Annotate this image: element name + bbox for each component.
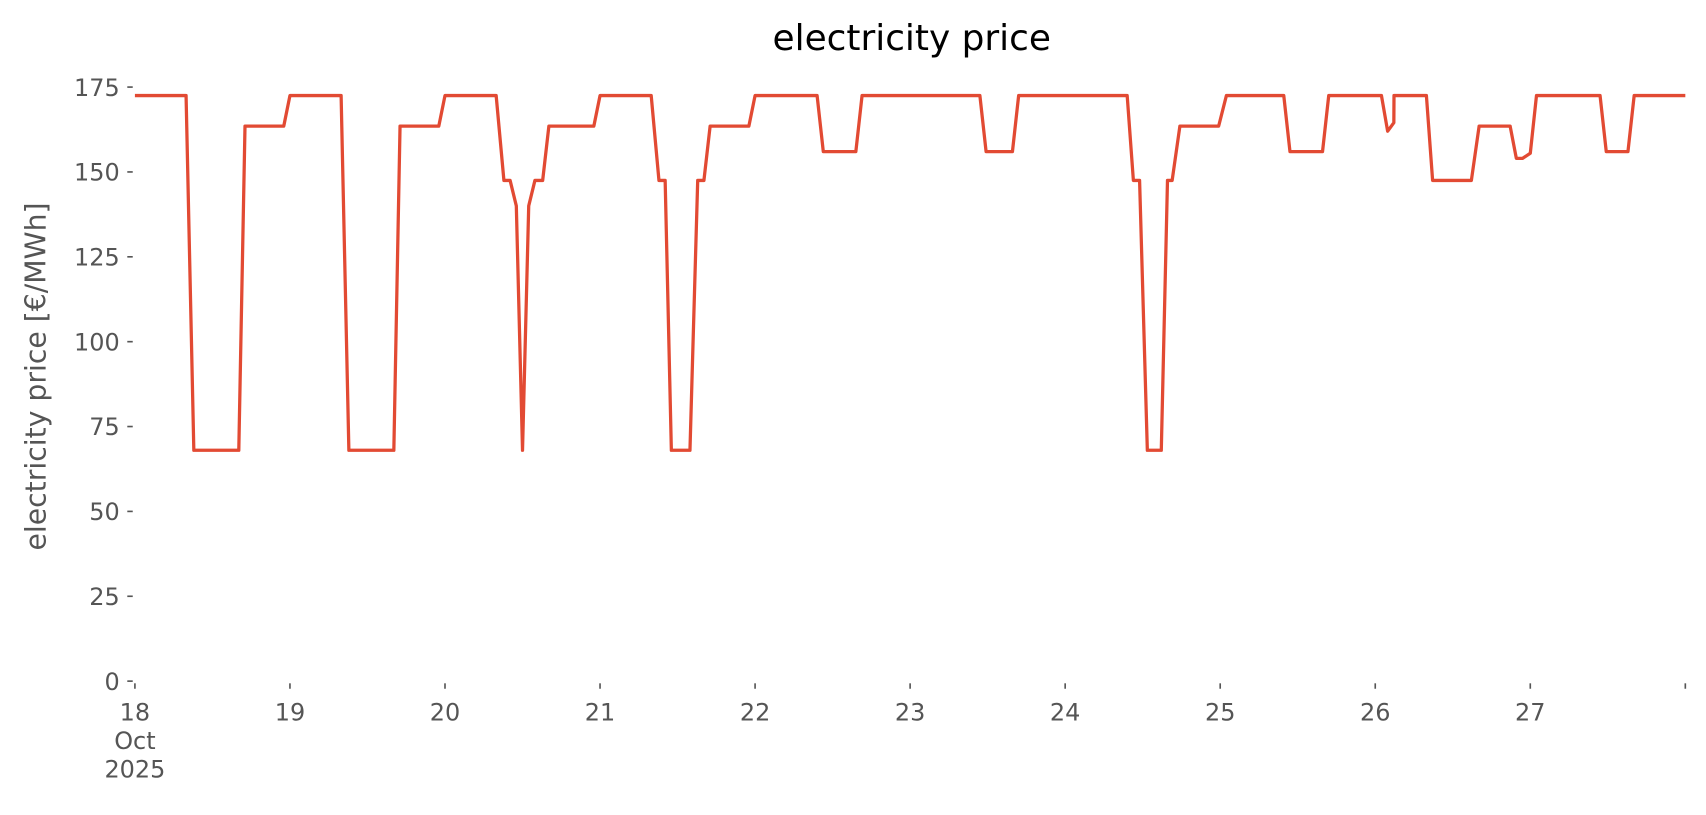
y-tick-label: 175 — [74, 74, 120, 102]
x-tick-label: 25 — [1205, 698, 1235, 726]
x-tick-label: 24 — [1050, 698, 1080, 726]
chart-title: electricity price — [773, 18, 1051, 59]
y-axis-label: electricity price [€/MWh] — [20, 202, 53, 550]
y-tick-label: 50 — [89, 498, 119, 526]
x-tick-label: 23 — [895, 698, 925, 726]
x-tick-label: 20 — [430, 698, 460, 726]
y-tick-label: 75 — [89, 413, 119, 441]
y-tick-label: 0 — [104, 668, 119, 696]
y-tick-label: 100 — [74, 328, 120, 356]
y-tick-label: 150 — [74, 159, 120, 187]
y-tick-label: 25 — [89, 583, 119, 611]
x-tick-label: 19 — [275, 698, 305, 726]
x-tick-label: 18 Oct 2025 — [104, 698, 165, 783]
x-tick-label: 27 — [1515, 698, 1545, 726]
x-tick-label: 22 — [740, 698, 770, 726]
x-tick-label: 21 — [585, 698, 615, 726]
y-tick-label: 125 — [74, 244, 120, 272]
price-line — [134, 93, 1686, 452]
x-tick-label: 26 — [1360, 698, 1390, 726]
